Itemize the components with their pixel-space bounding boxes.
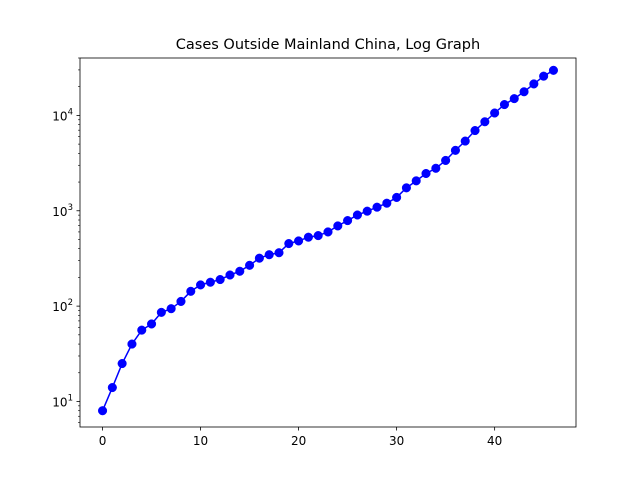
data-point <box>382 198 392 208</box>
data-point <box>274 248 284 258</box>
data-point <box>166 304 176 314</box>
data-point <box>421 168 431 179</box>
data-point <box>490 108 500 118</box>
data-point <box>548 65 559 75</box>
data-point <box>225 270 235 280</box>
data-point <box>196 280 206 290</box>
y-tick-label: 104 <box>52 107 73 123</box>
data-point <box>401 183 411 193</box>
x-tick-label: 0 <box>99 434 107 448</box>
data-point <box>480 117 490 127</box>
data-point <box>235 266 245 276</box>
data-point <box>411 176 421 186</box>
data-point <box>539 71 549 81</box>
axes-layer: 0 10 20 30 40 101 102 103 104 <box>52 57 577 448</box>
data-point <box>176 296 186 306</box>
y-tick-label: 103 <box>52 203 73 219</box>
data-point <box>127 339 137 349</box>
data-point <box>313 231 323 241</box>
data-point <box>215 274 225 285</box>
data-point <box>352 210 362 220</box>
data-point <box>98 406 108 416</box>
x-tick-label: 40 <box>487 434 502 448</box>
data-point <box>107 383 117 393</box>
data-point <box>137 325 147 335</box>
data-point <box>529 79 539 89</box>
data-point <box>431 163 441 173</box>
data-point <box>460 136 470 146</box>
data-point <box>392 192 402 202</box>
data-point <box>303 232 313 242</box>
data-point <box>117 358 127 369</box>
data-point <box>205 277 215 287</box>
data-point <box>441 155 451 165</box>
chart-title: Cases Outside Mainland China, Log Graph <box>176 37 480 53</box>
data-point <box>186 286 196 296</box>
x-tick-label: 10 <box>193 434 208 448</box>
plot-frame <box>79 57 577 428</box>
series-layer <box>98 65 559 416</box>
data-point <box>156 307 166 317</box>
data-point <box>372 202 382 212</box>
data-point <box>362 206 372 216</box>
data-point <box>264 250 274 260</box>
data-point <box>333 221 343 231</box>
data-point <box>323 227 333 237</box>
y-tick-label: 101 <box>52 393 73 409</box>
data-point <box>343 216 353 226</box>
data-point <box>519 87 529 97</box>
data-point <box>509 94 519 104</box>
data-point <box>294 236 304 246</box>
data-point <box>284 239 294 249</box>
data-point <box>470 125 480 136</box>
y-tick-label: 102 <box>52 298 73 314</box>
data-point <box>450 145 460 155</box>
x-tick-label: 30 <box>389 434 404 448</box>
x-tick-label: 20 <box>291 434 306 448</box>
data-point <box>147 319 157 329</box>
data-point <box>245 260 255 270</box>
data-point <box>254 253 264 263</box>
data-point <box>499 100 509 110</box>
